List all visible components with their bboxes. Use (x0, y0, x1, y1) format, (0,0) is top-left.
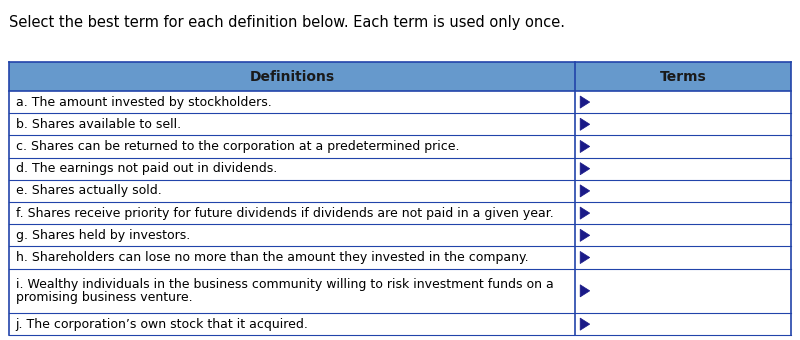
Polygon shape (580, 163, 590, 175)
Polygon shape (580, 229, 590, 241)
FancyBboxPatch shape (10, 135, 790, 157)
FancyBboxPatch shape (10, 180, 790, 202)
Polygon shape (580, 252, 590, 264)
FancyBboxPatch shape (10, 313, 790, 335)
Polygon shape (580, 185, 590, 197)
FancyBboxPatch shape (10, 157, 790, 180)
FancyBboxPatch shape (575, 62, 790, 91)
Text: Select the best term for each definition below. Each term is used only once.: Select the best term for each definition… (10, 15, 566, 30)
Polygon shape (580, 118, 590, 130)
Polygon shape (580, 140, 590, 153)
Text: a. The amount invested by stockholders.: a. The amount invested by stockholders. (16, 96, 271, 108)
FancyBboxPatch shape (10, 224, 790, 246)
Text: f. Shares receive priority for future dividends if dividends are not paid in a g: f. Shares receive priority for future di… (16, 207, 554, 220)
Polygon shape (580, 318, 590, 330)
Text: e. Shares actually sold.: e. Shares actually sold. (16, 184, 162, 198)
Text: b. Shares available to sell.: b. Shares available to sell. (16, 118, 181, 131)
Text: c. Shares can be returned to the corporation at a predetermined price.: c. Shares can be returned to the corpora… (16, 140, 459, 153)
Polygon shape (580, 207, 590, 219)
Text: d. The earnings not paid out in dividends.: d. The earnings not paid out in dividend… (16, 162, 277, 175)
Text: Definitions: Definitions (250, 69, 335, 84)
Text: i. Wealthy individuals in the business community willing to risk investment fund: i. Wealthy individuals in the business c… (16, 278, 554, 291)
Polygon shape (580, 96, 590, 108)
Text: Terms: Terms (660, 69, 706, 84)
FancyBboxPatch shape (10, 269, 790, 313)
Text: g. Shares held by investors.: g. Shares held by investors. (16, 229, 190, 242)
FancyBboxPatch shape (10, 113, 790, 135)
FancyBboxPatch shape (10, 62, 575, 91)
Polygon shape (580, 285, 590, 297)
Text: h. Shareholders can lose no more than the amount they invested in the company.: h. Shareholders can lose no more than th… (16, 251, 528, 264)
FancyBboxPatch shape (10, 246, 790, 269)
FancyBboxPatch shape (10, 202, 790, 224)
Text: promising business venture.: promising business venture. (16, 291, 192, 304)
Text: j. The corporation’s own stock that it acquired.: j. The corporation’s own stock that it a… (16, 318, 309, 330)
FancyBboxPatch shape (10, 91, 790, 113)
